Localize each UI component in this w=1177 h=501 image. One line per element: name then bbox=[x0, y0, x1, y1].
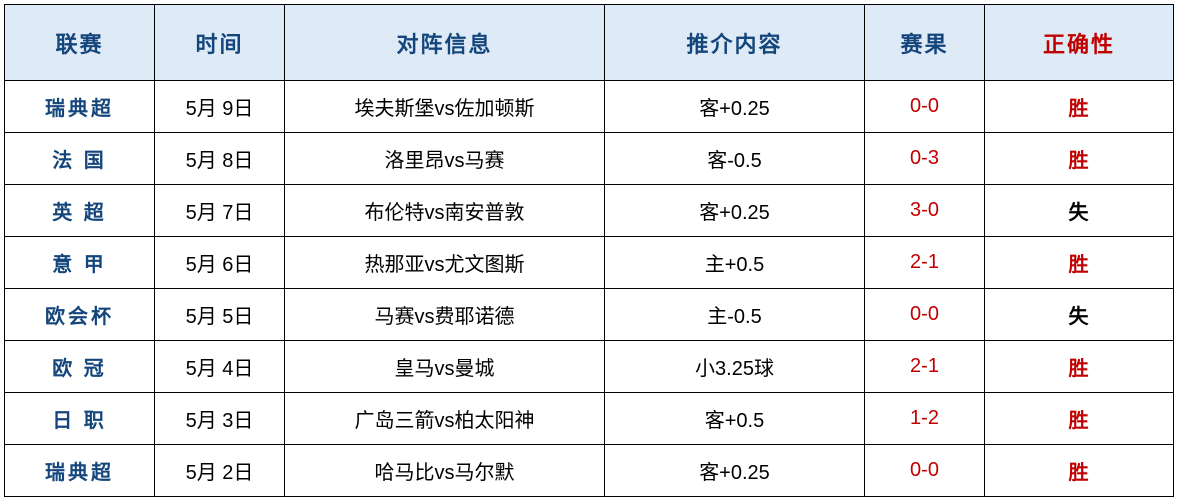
col-header-match: 对阵信息 bbox=[285, 5, 605, 81]
table-row: 法 国5月 8日洛里昂vs马赛客-0.50-3胜 bbox=[5, 133, 1174, 185]
cell-league: 法 国 bbox=[5, 133, 155, 185]
table-row: 欧 冠5月 4日皇马vs曼城小3.25球2-1胜 bbox=[5, 341, 1174, 393]
cell-date: 5月 4日 bbox=[155, 341, 285, 393]
predictions-table: 联赛时间对阵信息推介内容赛果正确性 瑞典超5月 9日埃夫斯堡vs佐加顿斯客+0.… bbox=[4, 4, 1174, 497]
cell-score: 1-2 bbox=[865, 393, 985, 445]
cell-date: 5月 8日 bbox=[155, 133, 285, 185]
col-header-league: 联赛 bbox=[5, 5, 155, 81]
table-row: 瑞典超5月 2日哈马比vs马尔默客+0.250-0胜 bbox=[5, 445, 1174, 497]
cell-accuracy: 胜 bbox=[985, 341, 1174, 393]
cell-league: 欧 冠 bbox=[5, 341, 155, 393]
cell-score: 0-0 bbox=[865, 81, 985, 133]
cell-accuracy: 胜 bbox=[985, 393, 1174, 445]
cell-date: 5月 3日 bbox=[155, 393, 285, 445]
cell-match: 哈马比vs马尔默 bbox=[285, 445, 605, 497]
cell-league: 日 职 bbox=[5, 393, 155, 445]
cell-tip: 小3.25球 bbox=[605, 341, 865, 393]
table-row: 意 甲5月 6日热那亚vs尤文图斯主+0.52-1胜 bbox=[5, 237, 1174, 289]
cell-score: 3-0 bbox=[865, 185, 985, 237]
cell-match: 马赛vs费耶诺德 bbox=[285, 289, 605, 341]
cell-date: 5月 2日 bbox=[155, 445, 285, 497]
cell-match: 洛里昂vs马赛 bbox=[285, 133, 605, 185]
cell-match: 广岛三箭vs柏太阳神 bbox=[285, 393, 605, 445]
col-header-accuracy: 正确性 bbox=[985, 5, 1174, 81]
cell-accuracy: 胜 bbox=[985, 133, 1174, 185]
cell-score: 0-0 bbox=[865, 445, 985, 497]
cell-league: 意 甲 bbox=[5, 237, 155, 289]
col-header-date: 时间 bbox=[155, 5, 285, 81]
cell-tip: 客+0.5 bbox=[605, 393, 865, 445]
table-row: 瑞典超5月 9日埃夫斯堡vs佐加顿斯客+0.250-0胜 bbox=[5, 81, 1174, 133]
cell-accuracy: 失 bbox=[985, 289, 1174, 341]
cell-league: 欧会杯 bbox=[5, 289, 155, 341]
cell-league: 瑞典超 bbox=[5, 445, 155, 497]
cell-score: 0-0 bbox=[865, 289, 985, 341]
col-header-score: 赛果 bbox=[865, 5, 985, 81]
cell-tip: 客+0.25 bbox=[605, 81, 865, 133]
cell-match: 皇马vs曼城 bbox=[285, 341, 605, 393]
table-header-row: 联赛时间对阵信息推介内容赛果正确性 bbox=[5, 5, 1174, 81]
table-row: 英 超5月 7日布伦特vs南安普敦客+0.253-0失 bbox=[5, 185, 1174, 237]
col-header-tip: 推介内容 bbox=[605, 5, 865, 81]
cell-date: 5月 5日 bbox=[155, 289, 285, 341]
cell-tip: 主-0.5 bbox=[605, 289, 865, 341]
cell-league: 英 超 bbox=[5, 185, 155, 237]
cell-match: 布伦特vs南安普敦 bbox=[285, 185, 605, 237]
cell-match: 埃夫斯堡vs佐加顿斯 bbox=[285, 81, 605, 133]
cell-date: 5月 9日 bbox=[155, 81, 285, 133]
cell-tip: 客+0.25 bbox=[605, 185, 865, 237]
cell-accuracy: 胜 bbox=[985, 445, 1174, 497]
cell-date: 5月 6日 bbox=[155, 237, 285, 289]
cell-score: 2-1 bbox=[865, 237, 985, 289]
cell-accuracy: 失 bbox=[985, 185, 1174, 237]
cell-score: 0-3 bbox=[865, 133, 985, 185]
cell-league: 瑞典超 bbox=[5, 81, 155, 133]
table-row: 欧会杯5月 5日马赛vs费耶诺德主-0.50-0失 bbox=[5, 289, 1174, 341]
cell-tip: 主+0.5 bbox=[605, 237, 865, 289]
table-row: 日 职5月 3日广岛三箭vs柏太阳神客+0.51-2胜 bbox=[5, 393, 1174, 445]
cell-match: 热那亚vs尤文图斯 bbox=[285, 237, 605, 289]
cell-accuracy: 胜 bbox=[985, 237, 1174, 289]
cell-score: 2-1 bbox=[865, 341, 985, 393]
cell-tip: 客+0.25 bbox=[605, 445, 865, 497]
cell-date: 5月 7日 bbox=[155, 185, 285, 237]
cell-tip: 客-0.5 bbox=[605, 133, 865, 185]
cell-accuracy: 胜 bbox=[985, 81, 1174, 133]
